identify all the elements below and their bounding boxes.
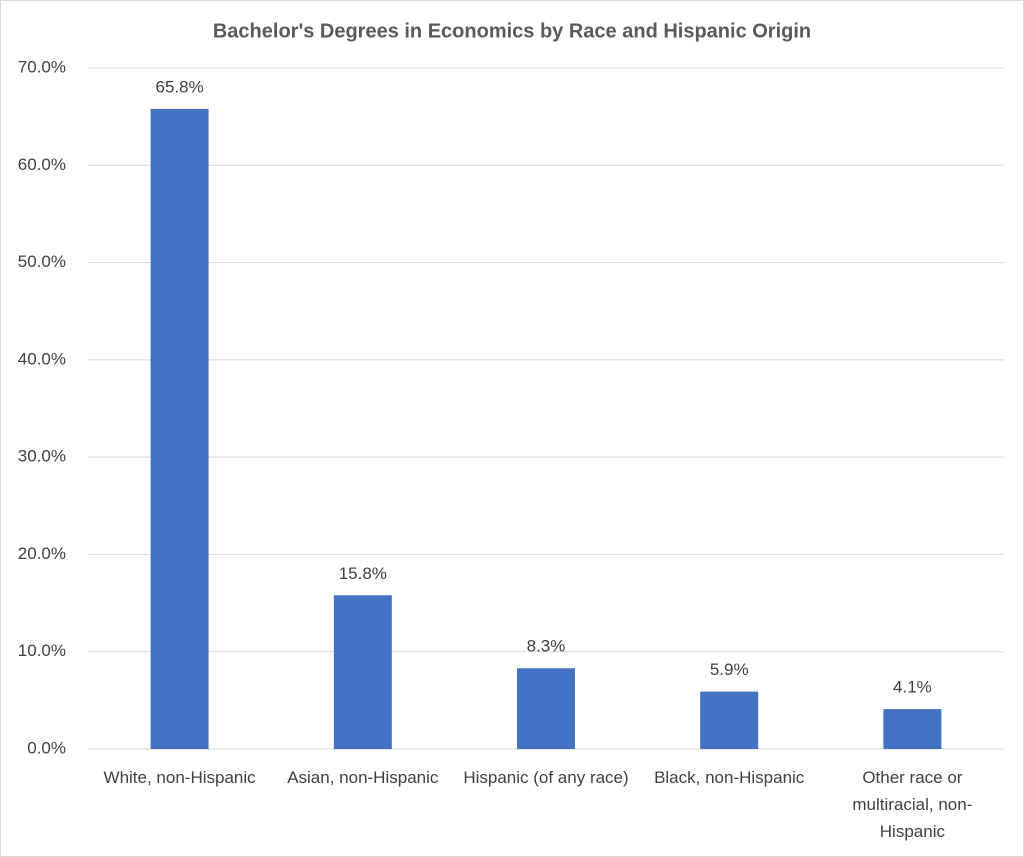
chart-title: Bachelor's Degrees in Economics by Race … bbox=[213, 20, 811, 42]
x-tick-label: Other race or multiracial, non-Hispanic bbox=[852, 768, 973, 841]
y-tick-label: 50.0% bbox=[18, 252, 66, 271]
bar bbox=[700, 691, 759, 749]
bar bbox=[150, 108, 209, 750]
y-tick-label: 0.0% bbox=[27, 738, 66, 757]
data-label: 5.9% bbox=[710, 660, 749, 679]
y-tick-label: 20.0% bbox=[18, 544, 66, 563]
data-label: 65.8% bbox=[155, 77, 203, 96]
bar bbox=[883, 709, 942, 749]
x-tick-label: Asian, non-Hispanic bbox=[287, 768, 439, 787]
y-tick-label: 70.0% bbox=[18, 57, 66, 76]
data-label: 4.1% bbox=[893, 678, 932, 697]
bar bbox=[333, 595, 392, 749]
y-tick-label: 60.0% bbox=[18, 155, 66, 174]
y-tick-label: 40.0% bbox=[18, 349, 66, 368]
x-tick-label: White, non-Hispanic bbox=[103, 768, 256, 787]
data-label: 8.3% bbox=[527, 637, 566, 656]
x-tick-label: Hispanic (of any race) bbox=[463, 768, 629, 787]
y-tick-label: 10.0% bbox=[18, 641, 66, 660]
x-tick-label: Black, non-Hispanic bbox=[654, 768, 805, 787]
y-tick-label: 30.0% bbox=[18, 447, 66, 466]
bar bbox=[517, 668, 575, 749]
data-label: 15.8% bbox=[339, 564, 387, 583]
